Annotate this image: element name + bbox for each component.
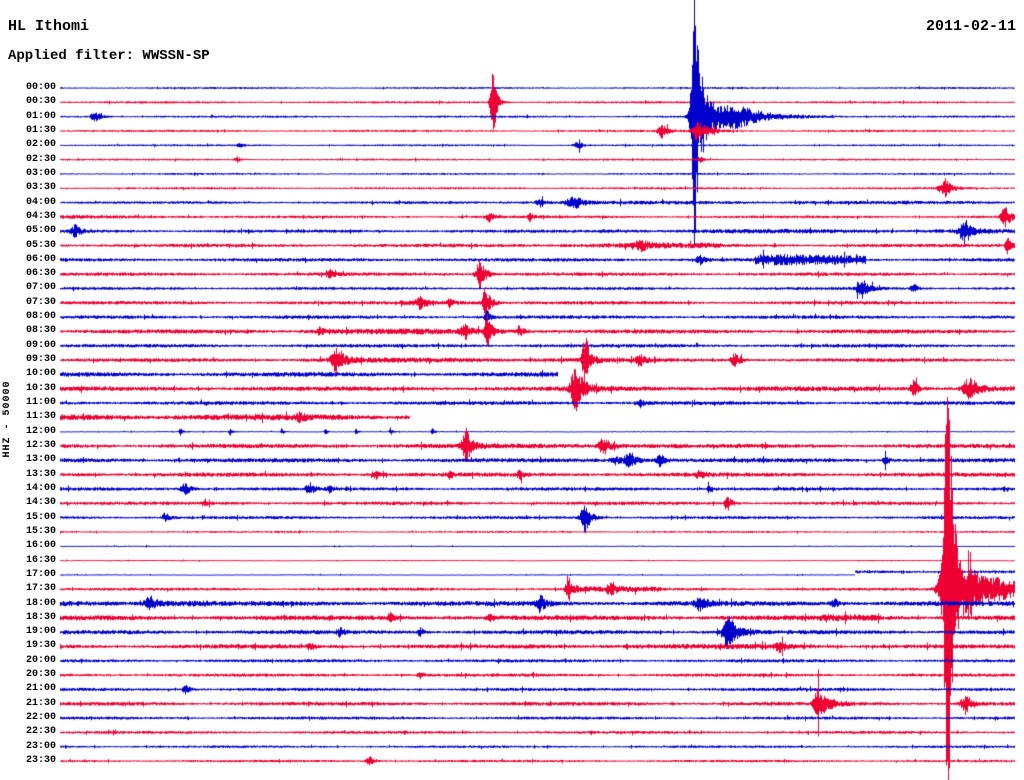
time-label: 01:00 [25,110,56,122]
time-label: 14:30 [25,497,56,509]
time-label: 14:00 [25,482,56,494]
time-label: 04:00 [25,196,56,208]
time-label: 00:30 [25,96,56,108]
time-label: 22:30 [25,726,56,738]
time-label: 11:00 [25,397,56,409]
time-label: 05:30 [25,239,56,251]
time-label: 22:00 [25,712,56,724]
time-label: 20:00 [25,654,56,666]
time-label: 02:30 [25,153,56,165]
time-label: 16:30 [25,554,56,566]
time-label: 15:00 [25,511,56,523]
time-label: 01:30 [25,124,56,136]
date-label: 2011-02-11 [925,18,1016,35]
time-label: 23:30 [25,755,56,767]
time-label: 16:00 [25,540,56,552]
time-label: 07:30 [25,296,56,308]
time-label: 15:30 [25,525,56,537]
station-title: HL Ithomi [8,18,90,35]
time-label: 12:00 [25,425,56,437]
time-label: 11:30 [25,411,56,423]
time-label: 19:30 [25,640,56,652]
time-label: 02:00 [25,139,56,151]
time-label: 07:00 [25,282,56,294]
time-label: 12:30 [25,440,56,451]
time-label: 04:30 [25,210,56,222]
time-label: 09:30 [25,354,56,366]
time-label: 18:30 [25,611,56,623]
filter-label: Applied filter: WWSSN-SP [8,48,210,64]
time-label: 06:30 [25,268,56,280]
time-label: 17:30 [25,583,56,595]
time-label: 19:00 [25,626,56,638]
time-label: 23:00 [25,740,56,752]
time-label: 03:00 [25,167,56,179]
time-label: 10:30 [25,382,56,394]
time-label: 09:00 [25,339,56,351]
time-label: 03:30 [25,182,56,194]
time-label: 00:00 [25,82,56,93]
time-axis: 00:00 00:30 01:00 01:30 02:00 02:30 03:00 03:30… [0,0,58,780]
time-label: 18:00 [25,597,56,609]
time-label: 21:00 [25,683,56,695]
time-label: 05:00 [25,225,56,237]
time-label: 13:30 [25,468,56,480]
time-label: 10:00 [25,368,56,380]
time-label: 21:30 [25,697,56,709]
time-label: 08:30 [25,325,56,337]
time-label: 13:00 [25,454,56,466]
time-label: 08:00 [25,311,56,323]
time-label: 20:30 [25,669,56,681]
time-label: 17:00 [25,568,56,580]
time-label: 06:00 [25,253,56,265]
